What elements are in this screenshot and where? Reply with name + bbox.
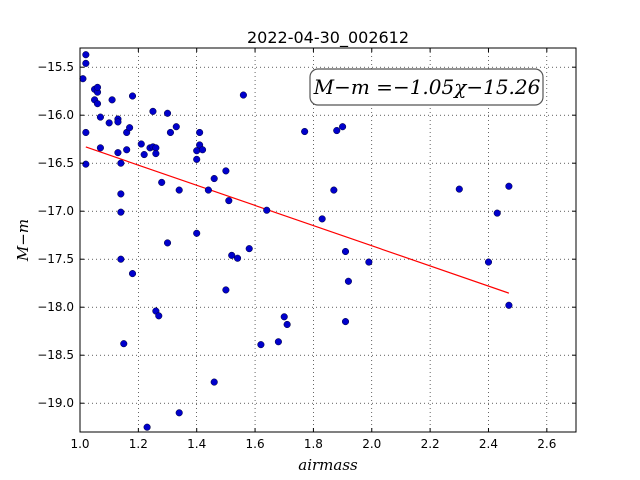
y-tick-label: −16.5 xyxy=(37,156,74,170)
data-point xyxy=(198,146,207,154)
data-point xyxy=(505,182,513,190)
data-point xyxy=(82,128,90,137)
data-point xyxy=(143,423,151,431)
data-point xyxy=(93,100,102,108)
data-point xyxy=(196,128,204,137)
data-point xyxy=(318,215,326,223)
data-point xyxy=(245,245,253,253)
data-point xyxy=(210,378,218,386)
data-point xyxy=(166,128,174,137)
data-point xyxy=(128,92,137,100)
grid-lines xyxy=(79,48,576,432)
data-point xyxy=(333,127,341,135)
data-point xyxy=(82,59,90,67)
data-point xyxy=(210,175,218,183)
y-tick-label: −19.0 xyxy=(37,396,74,410)
axis-ticks xyxy=(79,48,576,432)
y-tick-label: −17.0 xyxy=(37,204,74,218)
data-point xyxy=(239,91,247,99)
x-tick-label: 2.0 xyxy=(362,437,381,451)
data-point xyxy=(82,160,90,168)
data-point xyxy=(117,208,125,216)
data-point xyxy=(137,140,145,148)
fit-equation-label: M−m =−1.05χ−15.26 xyxy=(313,75,541,99)
data-point xyxy=(365,258,373,266)
data-point xyxy=(222,286,230,294)
data-point xyxy=(193,229,201,237)
x-tick-label: 2.6 xyxy=(537,437,556,451)
data-point xyxy=(455,185,463,193)
data-point xyxy=(120,340,128,348)
data-point xyxy=(193,155,201,163)
y-tick-label: −16.0 xyxy=(37,108,74,122)
y-tick-label: −15.5 xyxy=(37,60,74,74)
data-point xyxy=(123,146,131,154)
data-point xyxy=(117,190,125,198)
x-tick-label: 1.0 xyxy=(70,437,89,451)
data-point xyxy=(263,206,271,214)
data-point xyxy=(175,186,183,194)
x-tick-labels: 1.0 1.2 1.4 1.6 1.8 2.0 2.2 2.4 2.6 xyxy=(70,437,556,451)
y-axis-label: M−m xyxy=(14,219,32,262)
data-point xyxy=(79,75,87,83)
data-point xyxy=(274,338,282,346)
data-point xyxy=(93,83,102,91)
data-point xyxy=(96,144,104,152)
data-point xyxy=(117,159,125,167)
data-point xyxy=(344,277,352,285)
x-tick-label: 2.2 xyxy=(421,437,440,451)
fit-line xyxy=(85,146,510,294)
data-point xyxy=(140,151,148,159)
data-point xyxy=(163,239,172,247)
fit-line-group xyxy=(85,146,510,294)
data-point xyxy=(484,258,493,266)
y-tick-label: −17.5 xyxy=(37,252,74,266)
data-point xyxy=(96,113,104,121)
data-point xyxy=(126,124,134,132)
data-point xyxy=(341,247,350,256)
x-tick-label: 1.4 xyxy=(187,437,206,451)
data-point xyxy=(128,270,137,278)
y-tick-label: −18.5 xyxy=(37,348,74,362)
data-points xyxy=(79,51,513,431)
data-point xyxy=(155,312,163,320)
data-point xyxy=(341,318,350,326)
data-point xyxy=(505,301,513,309)
data-point xyxy=(105,119,113,127)
data-point xyxy=(283,320,291,329)
data-point xyxy=(204,186,212,194)
plot-frame xyxy=(79,47,577,433)
data-point xyxy=(330,186,338,194)
y-tick-labels: −15.5 −16.0 −16.5 −17.0 −17.5 −18.0 −18.5 −19.0 xyxy=(37,60,74,410)
data-point xyxy=(172,123,180,131)
data-point xyxy=(493,209,501,217)
data-point xyxy=(225,197,233,205)
data-point xyxy=(117,255,125,263)
fit-equation-box xyxy=(309,68,544,106)
data-point xyxy=(339,123,347,131)
data-point xyxy=(82,51,90,59)
y-tick-label: −18.0 xyxy=(37,300,74,314)
data-point xyxy=(108,96,116,104)
x-axis-label: airmass xyxy=(298,456,358,474)
x-tick-label: 1.6 xyxy=(246,437,265,451)
data-point xyxy=(301,127,309,136)
chart-title: 2022-04-30_002612 xyxy=(247,28,409,48)
data-point xyxy=(163,109,172,117)
data-point xyxy=(257,341,265,349)
data-point xyxy=(228,251,236,259)
data-point xyxy=(280,313,288,321)
x-tick-label: 1.2 xyxy=(129,437,148,451)
data-point xyxy=(114,118,122,126)
data-point xyxy=(152,150,160,158)
data-point xyxy=(149,107,157,115)
data-point xyxy=(234,254,242,262)
data-point xyxy=(114,149,122,157)
x-tick-label: 1.8 xyxy=(304,437,323,451)
data-point xyxy=(222,167,230,175)
data-point xyxy=(158,178,166,186)
data-point xyxy=(175,409,183,417)
x-tick-label: 2.4 xyxy=(479,437,498,451)
